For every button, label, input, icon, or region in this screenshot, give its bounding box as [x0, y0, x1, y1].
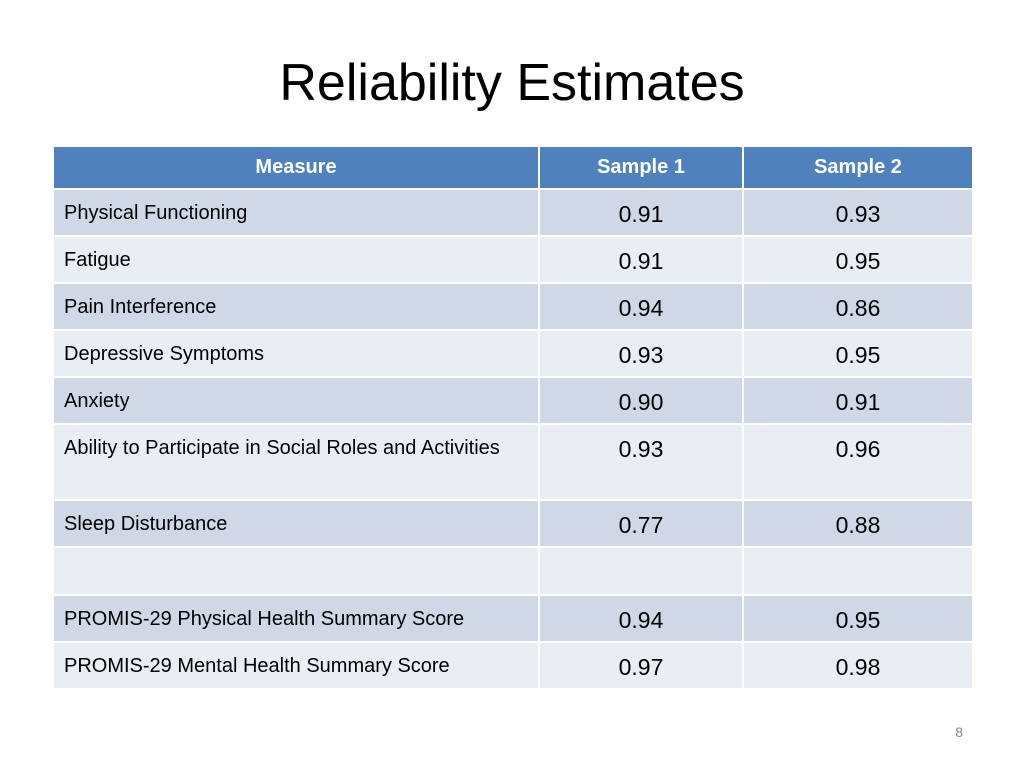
measure-cell	[52, 546, 540, 596]
sample-2-cell: 0.88	[742, 499, 974, 548]
table-row: PROMIS-29 Mental Health Summary Score 0.…	[52, 641, 974, 690]
sample-1-cell: 0.93	[538, 329, 744, 378]
sample-2-cell: 0.93	[742, 188, 974, 237]
measure-cell: Ability to Participate in Social Roles a…	[52, 423, 540, 501]
sample-1-cell: 0.93	[538, 423, 744, 501]
reliability-table: Measure Sample 1 Sample 2 Physical Funct…	[52, 145, 974, 690]
measure-cell: Physical Functioning	[52, 188, 540, 237]
sample-1-cell: 0.94	[538, 282, 744, 331]
table-row-empty	[52, 546, 974, 596]
sample-2-cell: 0.95	[742, 329, 974, 378]
slide-title: Reliability Estimates	[279, 54, 745, 112]
table-row: Sleep Disturbance 0.77 0.88	[52, 499, 974, 548]
sample-2-cell: 0.91	[742, 376, 974, 425]
measure-cell: Fatigue	[52, 235, 540, 284]
table-row: Physical Functioning 0.91 0.93	[52, 188, 974, 237]
table-row: Fatigue 0.91 0.95	[52, 235, 974, 284]
table-row: Anxiety 0.90 0.91	[52, 376, 974, 425]
sample-1-cell: 0.97	[538, 641, 744, 690]
measure-cell: Anxiety	[52, 376, 540, 425]
sample-2-cell: 0.96	[742, 423, 974, 501]
table-header-row: Measure Sample 1 Sample 2	[52, 145, 974, 190]
sample-1-cell: 0.77	[538, 499, 744, 548]
table-row: PROMIS-29 Physical Health Summary Score …	[52, 594, 974, 643]
table-row: Ability to Participate in Social Roles a…	[52, 423, 974, 501]
measure-cell: Depressive Symptoms	[52, 329, 540, 378]
sample-2-cell: 0.86	[742, 282, 974, 331]
measure-cell: Pain Interference	[52, 282, 540, 331]
sample-2-cell: 0.98	[742, 641, 974, 690]
measure-cell: PROMIS-29 Physical Health Summary Score	[52, 594, 540, 643]
sample-2-cell: 0.95	[742, 235, 974, 284]
measure-cell: Sleep Disturbance	[52, 499, 540, 548]
header-sample-2: Sample 2	[742, 145, 974, 190]
sample-2-cell: 0.95	[742, 594, 974, 643]
sample-1-cell: 0.91	[538, 235, 744, 284]
sample-1-cell: 0.90	[538, 376, 744, 425]
sample-2-cell	[742, 546, 974, 596]
sample-1-cell	[538, 546, 744, 596]
sample-1-cell: 0.94	[538, 594, 744, 643]
header-sample-1: Sample 1	[538, 145, 744, 190]
measure-cell: PROMIS-29 Mental Health Summary Score	[52, 641, 540, 690]
sample-1-cell: 0.91	[538, 188, 744, 237]
table-row: Depressive Symptoms 0.93 0.95	[52, 329, 974, 378]
table-row: Pain Interference 0.94 0.86	[52, 282, 974, 331]
header-measure: Measure	[52, 145, 540, 190]
page-number: 8	[955, 724, 963, 740]
